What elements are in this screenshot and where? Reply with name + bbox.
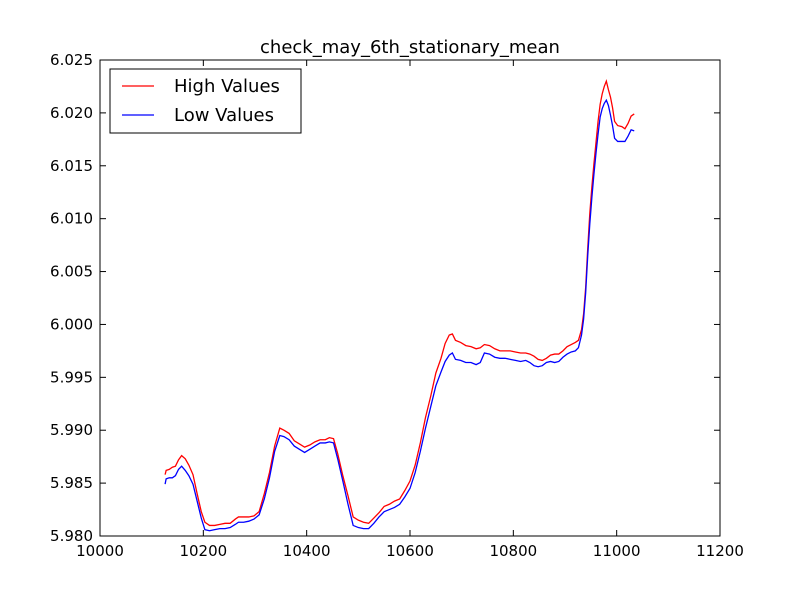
legend-label: Low Values	[174, 105, 274, 126]
chart-title: check_may_6th_stationary_mean	[260, 37, 560, 58]
legend: High Values Low Values	[109, 68, 302, 134]
y-tick-label: 6.025	[50, 51, 93, 69]
series-line-low-values	[164, 98, 635, 532]
x-tick-label: 10200	[179, 542, 227, 560]
series-layer	[164, 79, 635, 532]
y-tick-label: 6.010	[50, 210, 93, 228]
y-tick-label: 5.985	[50, 474, 93, 492]
legend-label: High Values	[174, 76, 280, 97]
legend-items: High Values Low Values	[122, 76, 280, 126]
y-tick-label: 6.015	[50, 157, 93, 175]
y-tick-label: 6.000	[50, 315, 93, 333]
x-tick-label: 11200	[696, 542, 744, 560]
legend-box	[109, 68, 302, 134]
x-tick-label: 11000	[593, 542, 641, 560]
y-tick-label: 5.980	[50, 527, 93, 545]
x-tick-label: 10000	[76, 542, 124, 560]
x-tick-label: 10600	[386, 542, 434, 560]
x-tick-label: 10400	[283, 542, 331, 560]
y-tick-label: 6.020	[50, 104, 93, 122]
y-tick-label: 6.005	[50, 263, 93, 281]
y-tick-label: 5.990	[50, 421, 93, 439]
ticks-layer: 10000 10200 10400 10600 10800 11000 11200 5.980…	[50, 51, 744, 560]
x-tick-label: 10800	[489, 542, 537, 560]
series-line-high-values	[164, 79, 635, 527]
y-tick-label: 5.995	[50, 368, 93, 386]
